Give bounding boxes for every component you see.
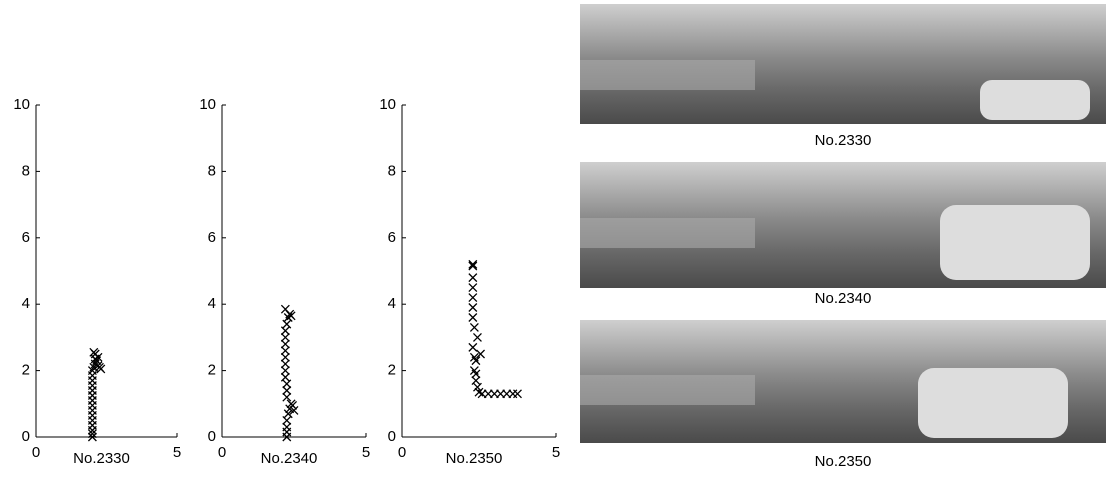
point bbox=[286, 399, 296, 409]
photo-caption: No.2330 bbox=[815, 132, 872, 149]
x-tick-label: 0 bbox=[218, 444, 226, 461]
point bbox=[280, 352, 290, 362]
point bbox=[87, 432, 97, 442]
point bbox=[508, 389, 518, 399]
y-tick-label: 8 bbox=[208, 162, 216, 179]
point bbox=[282, 319, 292, 329]
point bbox=[468, 313, 478, 322]
point bbox=[471, 369, 481, 379]
point bbox=[476, 349, 485, 359]
y-tick-label: 4 bbox=[208, 295, 216, 312]
y-tick-label: 0 bbox=[22, 428, 30, 445]
y-tick-label: 0 bbox=[388, 428, 396, 445]
x-tick-label: 5 bbox=[552, 444, 560, 461]
y-tick-label: 6 bbox=[22, 229, 30, 246]
photo-caption: No.2350 bbox=[815, 453, 872, 470]
point bbox=[280, 346, 290, 356]
point bbox=[469, 352, 479, 362]
photo-panel bbox=[580, 320, 1106, 443]
point bbox=[282, 392, 292, 402]
point bbox=[469, 322, 479, 332]
point bbox=[282, 422, 292, 432]
x-tick-label: 0 bbox=[32, 444, 40, 461]
point bbox=[280, 332, 290, 342]
point bbox=[87, 429, 97, 439]
y-tick-label: 10 bbox=[379, 96, 396, 113]
point bbox=[468, 261, 478, 271]
y-tick-label: 6 bbox=[208, 229, 216, 246]
point bbox=[473, 382, 482, 392]
photo-caption: No.2340 bbox=[815, 290, 872, 307]
point bbox=[280, 326, 290, 336]
y-tick-label: 0 bbox=[208, 428, 216, 445]
point bbox=[468, 283, 478, 293]
x-tick-label: 5 bbox=[173, 444, 181, 461]
point bbox=[473, 332, 482, 342]
point bbox=[280, 372, 290, 382]
point bbox=[89, 347, 99, 357]
y-tick-label: 4 bbox=[388, 295, 396, 312]
point bbox=[471, 376, 481, 386]
point bbox=[468, 303, 478, 312]
point bbox=[289, 405, 299, 415]
point bbox=[468, 342, 478, 352]
x-tick-label: 5 bbox=[362, 444, 370, 461]
point bbox=[280, 339, 290, 349]
y-tick-label: 8 bbox=[22, 162, 30, 179]
point bbox=[282, 379, 292, 389]
point bbox=[468, 293, 478, 303]
x-axis-label: No.2340 bbox=[261, 450, 318, 467]
point bbox=[468, 273, 478, 283]
y-tick-label: 10 bbox=[199, 96, 216, 113]
y-tick-label: 6 bbox=[388, 229, 396, 246]
point bbox=[93, 361, 103, 371]
x-axis-label: No.2330 bbox=[73, 450, 130, 467]
y-tick-label: 2 bbox=[208, 362, 216, 379]
y-tick-label: 8 bbox=[388, 162, 396, 179]
y-tick-label: 2 bbox=[388, 362, 396, 379]
point bbox=[468, 259, 478, 269]
point bbox=[280, 366, 290, 376]
point bbox=[283, 409, 293, 419]
photo-panel bbox=[580, 4, 1106, 124]
point bbox=[282, 415, 292, 425]
y-tick-label: 10 bbox=[13, 96, 30, 113]
point bbox=[282, 386, 292, 395]
point bbox=[280, 359, 290, 369]
point bbox=[513, 389, 522, 399]
y-tick-label: 2 bbox=[22, 362, 30, 379]
point bbox=[280, 304, 290, 314]
y-tick-label: 4 bbox=[22, 295, 30, 312]
x-axis-label: No.2350 bbox=[446, 450, 503, 467]
photo-panel bbox=[580, 162, 1106, 288]
x-tick-label: 0 bbox=[398, 444, 406, 461]
point bbox=[90, 354, 100, 364]
